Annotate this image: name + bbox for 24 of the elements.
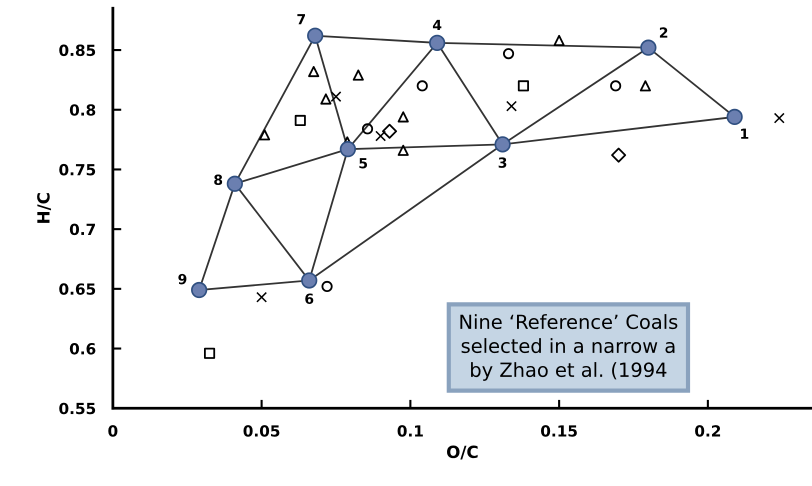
- x-axis-title: O/C: [447, 446, 478, 460]
- annotation: 6: [305, 293, 314, 304]
- x-tick-label: 0.2: [695, 425, 720, 437]
- y-tick-label: 0.85: [59, 44, 96, 56]
- annotation: 5: [359, 158, 368, 168]
- annotation: 7: [297, 14, 306, 24]
- annotation: 3: [498, 157, 506, 168]
- annotation: Nine ‘Reference’ Coals selected in a narrow a by Zhao et al. (1994: [460, 314, 678, 381]
- y-axis-title: H/C: [37, 193, 52, 223]
- x-tick-label: 0: [108, 425, 118, 437]
- x-tick-label: 0.05: [244, 425, 280, 437]
- annotation: 9: [178, 274, 186, 284]
- annotation: 8: [214, 174, 222, 186]
- y-tick-label: 0.8: [70, 104, 96, 116]
- x-tick-label: 0.15: [541, 425, 577, 437]
- x-tick-label: 0.1: [398, 425, 423, 437]
- y-tick-label: 0.65: [59, 283, 96, 295]
- y-tick-label: 0.6: [70, 343, 96, 355]
- y-tick-label: 0.7: [70, 224, 95, 236]
- annotation: 2: [660, 27, 668, 38]
- annotation: 1: [741, 128, 748, 139]
- annotation: 4: [432, 20, 442, 30]
- y-tick-label: 0.75: [59, 164, 96, 176]
- y-tick-label: 0.55: [59, 402, 96, 414]
